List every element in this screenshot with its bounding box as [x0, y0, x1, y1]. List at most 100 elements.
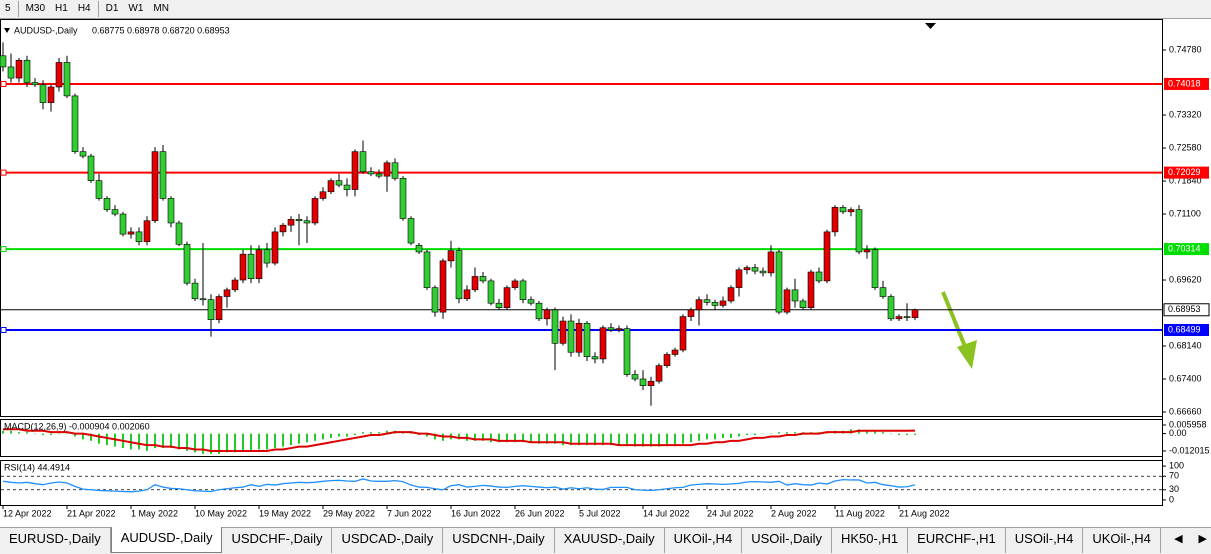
macd-bar	[170, 433, 172, 449]
macd-bar	[18, 432, 20, 434]
macd-bar	[362, 432, 364, 434]
macd-bar	[26, 432, 28, 434]
y-tick-label: 0.74780	[1169, 44, 1202, 54]
macd-bar	[154, 433, 156, 449]
chart-tab[interactable]: USDCNH-,Daily	[443, 528, 555, 553]
chart-tab[interactable]: UKOil-,H4	[1083, 528, 1161, 553]
candle-body	[607, 327, 615, 331]
candle-body	[727, 287, 735, 302]
macd-bar	[506, 433, 508, 443]
x-tick-label: 5 Jul 2022	[579, 508, 621, 518]
macd-bar	[258, 433, 260, 450]
level-handle	[0, 246, 7, 253]
candle-body	[711, 302, 719, 306]
candle-body	[311, 198, 319, 224]
tab-nav[interactable]: ◀ ▶	[1174, 532, 1207, 545]
candle-body	[655, 365, 663, 382]
macd-bar	[194, 433, 196, 453]
macd-bar	[698, 433, 700, 441]
candle-body	[215, 296, 223, 321]
chart-tab[interactable]: USOil-,H4	[1006, 528, 1084, 553]
macd-bar	[890, 433, 892, 435]
candle-body	[127, 231, 135, 235]
candle-body	[63, 62, 71, 97]
candle-body	[863, 249, 871, 253]
candle-body	[903, 316, 911, 318]
macd-bar	[178, 433, 180, 450]
candle-body	[0, 55, 7, 68]
x-tick-label: 12 Apr 2022	[3, 508, 52, 518]
macd-bar	[498, 433, 500, 443]
tab-next[interactable]: ▶	[1198, 533, 1207, 545]
rsi-title: RSI(14) 44.4914	[4, 462, 70, 472]
macd-bar	[738, 433, 740, 437]
ohlc-label: 0.68775 0.68978 0.68720 0.68953	[92, 25, 230, 35]
candle-body	[431, 287, 439, 313]
chart-window: AUDUSD-,Daily 0.68775 0.68978 0.68720 0.6…	[0, 19, 1211, 527]
candle-body	[95, 180, 103, 199]
level-handle	[0, 80, 7, 87]
chart-tab[interactable]: EURCHF-,H1	[908, 528, 1006, 553]
candle-body	[887, 296, 895, 320]
timeframe-button[interactable]: 5	[5, 3, 11, 14]
candles	[0, 42, 919, 406]
candle-body	[239, 253, 247, 281]
macd-bar	[554, 433, 556, 444]
candle-body	[591, 356, 599, 360]
chart-tab[interactable]: EURUSD-,Daily	[0, 528, 111, 553]
chart-tab[interactable]: AUDUSD-,Daily	[110, 527, 223, 553]
candle-body	[639, 378, 647, 386]
y-tick-label: 0.005958	[1169, 419, 1207, 429]
macd-bar	[378, 432, 380, 434]
candle-body	[535, 302, 543, 320]
macd-bar	[386, 430, 388, 434]
chart-tab[interactable]: UKOil-,H4	[665, 528, 743, 553]
level-handle	[0, 327, 7, 334]
tab-prev[interactable]: ◀	[1174, 533, 1183, 545]
candle-body	[167, 198, 175, 224]
chart-tab[interactable]: USDCAD-,Daily	[332, 528, 444, 553]
chart-tab[interactable]: XAUUSD-,Daily	[555, 528, 665, 553]
timeframe-button[interactable]: H1	[55, 3, 68, 14]
macd-bar	[906, 433, 908, 436]
chart-tab[interactable]: HK50-,H1	[832, 528, 909, 553]
candle-body	[767, 251, 775, 274]
candle-body	[223, 289, 231, 297]
macd-bar	[42, 433, 44, 436]
y-tick-label: 0.66660	[1169, 406, 1202, 416]
candle-body	[383, 162, 391, 177]
macd-bar	[202, 433, 204, 454]
x-tick-label: 14 Jul 2022	[643, 508, 690, 518]
macd-bar	[562, 433, 564, 446]
macd-bar	[666, 433, 668, 446]
candle-body	[319, 191, 327, 199]
timeframe-button[interactable]: M30	[25, 3, 46, 14]
chart-tab[interactable]: USOil-,Daily	[742, 528, 832, 553]
x-tick-label: 10 May 2022	[195, 508, 247, 518]
macd-bar	[778, 432, 780, 434]
macd-bar	[594, 433, 596, 446]
chart-tabs: EURUSD-,Daily AUDUSD-,Daily USDCHF-,Daily U…	[0, 527, 1211, 554]
candle-body	[775, 251, 783, 313]
timeframe-button[interactable]: MN	[153, 3, 169, 14]
macd-bar	[570, 433, 572, 446]
timeframe-button[interactable]: H4	[77, 3, 91, 14]
candle-body	[703, 299, 711, 303]
macd-bar	[746, 433, 748, 436]
shift-marker	[925, 23, 936, 29]
candle-body	[839, 207, 847, 213]
chart-tab[interactable]: USDCHF-,Daily	[222, 528, 333, 553]
macd-bar	[218, 433, 220, 454]
macd-bar	[2, 430, 4, 434]
macd-bar	[482, 433, 484, 441]
timeframe-button[interactable]: W1	[128, 3, 144, 14]
level-label: 0.70314	[1168, 243, 1201, 253]
candle-body	[103, 198, 111, 210]
candle-body	[751, 267, 759, 272]
candle-body	[367, 171, 375, 175]
candle-body	[695, 299, 703, 311]
macd-bar	[730, 433, 732, 438]
timeframe-button[interactable]: D1	[105, 3, 119, 14]
candle-body	[135, 231, 143, 242]
